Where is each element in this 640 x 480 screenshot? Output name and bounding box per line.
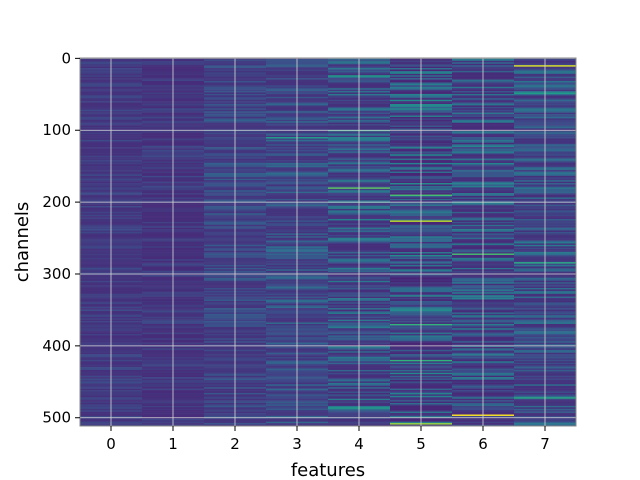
y-axis-label: channels (12, 202, 33, 283)
y-tick-label: 0 (61, 49, 71, 67)
x-axis-ticks: 0 1 2 3 4 5 6 7 (106, 426, 550, 453)
x-tick-label: 7 (540, 435, 550, 453)
plot-frame (79, 57, 577, 427)
x-axis-label: features (291, 460, 365, 480)
x-tick-label: 5 (416, 435, 426, 453)
y-tick-label: 500 (42, 409, 71, 427)
y-tick-label: 300 (42, 265, 71, 283)
heatmap-cells (80, 58, 577, 427)
x-tick-label: 6 (478, 435, 488, 453)
x-tick-label: 3 (292, 435, 302, 453)
y-tick-label: 200 (42, 193, 71, 211)
x-tick-label: 4 (354, 435, 364, 453)
x-tick-label: 0 (106, 435, 116, 453)
y-tick-label: 100 (42, 121, 71, 139)
x-tick-label: 1 (168, 435, 178, 453)
x-tick-label: 2 (230, 435, 240, 453)
y-axis-ticks: 0 100 200 300 400 500 (42, 49, 80, 427)
y-tick-label: 400 (42, 337, 71, 355)
